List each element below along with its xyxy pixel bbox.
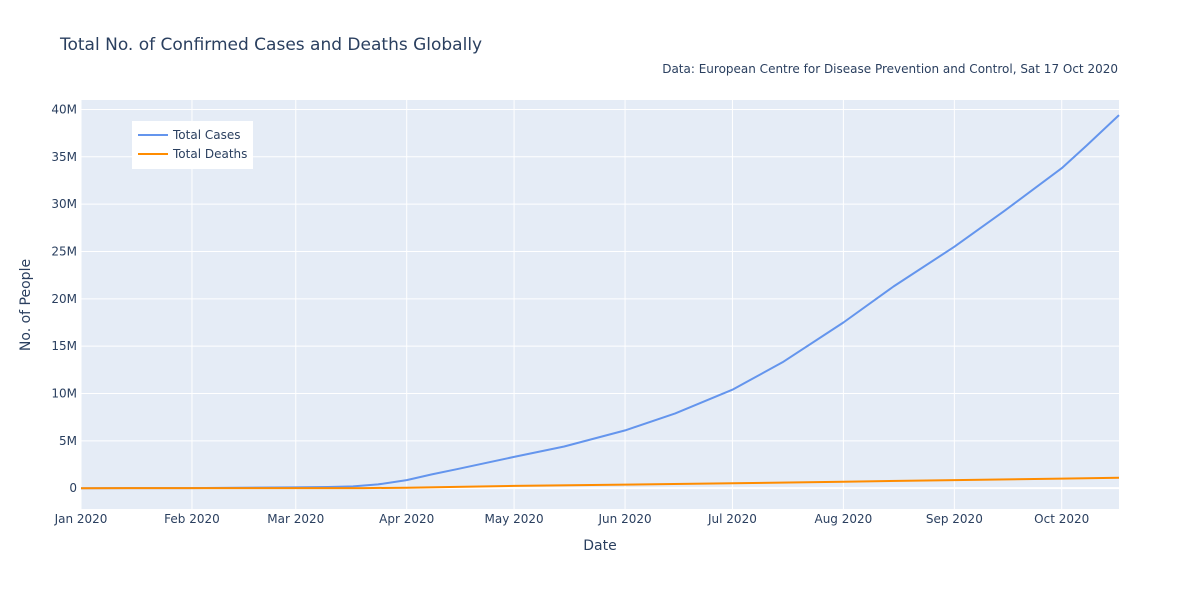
legend-label-total-cases: Total Cases — [173, 128, 241, 142]
series-lines — [80, 114, 1120, 490]
x-tick-label-apr-2020: Apr 2020 — [379, 512, 434, 526]
x-tick-label-feb-2020: Feb 2020 — [164, 512, 220, 526]
x-tick-label-aug-2020: Aug 2020 — [814, 512, 872, 526]
y-tick-label-20m: 20M — [51, 292, 77, 306]
y-axis-title: No. of People — [18, 259, 34, 351]
y-tick-label-10m: 10M — [51, 386, 77, 400]
chart-title: Total No. of Confirmed Cases and Deaths … — [59, 35, 482, 55]
y-axis-ticks: 0 5M 10M 15M 20M 25M 30M 35M 40M — [51, 102, 77, 495]
y-tick-label-25m: 25M — [51, 244, 77, 258]
legend: Total Cases Total Deaths — [132, 121, 253, 169]
x-axis-title: Date — [583, 538, 616, 554]
y-tick-label-35m: 35M — [51, 150, 77, 164]
chart-subtitle: Data: European Centre for Disease Preven… — [662, 62, 1118, 76]
legend-label-total-deaths: Total Deaths — [173, 147, 248, 161]
x-tick-label-oct-2020: Oct 2020 — [1034, 512, 1089, 526]
x-tick-label-jun-2020: Jun 2020 — [598, 512, 652, 526]
y-tick-label-40m: 40M — [51, 102, 77, 116]
x-tick-label-sep-2020: Sep 2020 — [926, 512, 983, 526]
x-tick-label-mar-2020: Mar 2020 — [267, 512, 324, 526]
y-tick-label-30m: 30M — [51, 197, 77, 211]
x-tick-label-may-2020: May 2020 — [485, 512, 544, 526]
y-tick-label-15m: 15M — [51, 339, 77, 353]
y-tick-label-0: 0 — [69, 481, 77, 495]
legend-item-total-cases[interactable]: Total Cases — [138, 126, 240, 144]
legend-swatch-total-cases — [138, 134, 168, 136]
legend-item-total-deaths[interactable]: Total Deaths — [138, 145, 247, 163]
x-tick-label-jan-2020: Jan 2020 — [54, 512, 108, 526]
x-axis-ticks: Jan 2020 Feb 2020 Mar 2020 Apr 2020 May 2020… — [54, 512, 1090, 526]
series-line-total-cases[interactable] — [80, 114, 1120, 490]
series-line-total-deaths[interactable] — [80, 476, 1120, 490]
y-tick-label-5m: 5M — [59, 434, 77, 448]
legend-swatch-total-deaths — [138, 153, 168, 155]
x-tick-label-jul-2020: Jul 2020 — [707, 512, 757, 526]
